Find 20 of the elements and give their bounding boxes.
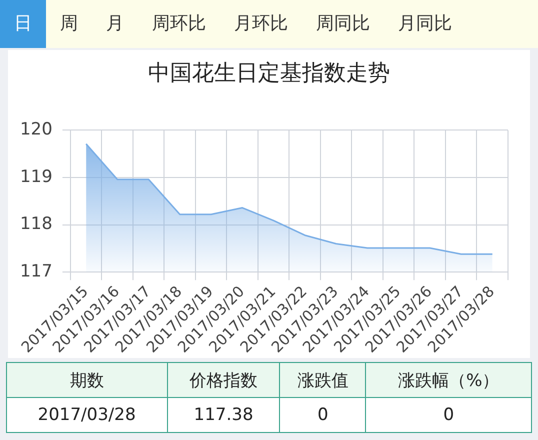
text: 涨跌值 — [280, 362, 366, 398]
y-tick-label: 119 — [20, 166, 52, 187]
text: 2017/03/28 — [6, 398, 168, 432]
text: 月同比 — [397, 12, 453, 36]
text: 月 — [105, 12, 125, 36]
text: 月环比 — [233, 12, 289, 36]
text: 周环比 — [151, 12, 207, 36]
y-tick-label: 120 — [20, 120, 52, 140]
y-tick-label: 117 — [20, 262, 52, 282]
text: 价格指数 — [167, 362, 280, 398]
text: 0 — [280, 398, 366, 432]
text: 周同比 — [315, 12, 371, 36]
text: 日 — [0, 0, 46, 48]
text: 117.38 — [167, 398, 280, 432]
text: 0 — [366, 398, 532, 432]
text: 涨跌幅（%） — [366, 362, 532, 398]
y-tick-label: 118 — [20, 214, 52, 234]
text: 周 — [59, 12, 79, 36]
chart-title: 中国花生日定基指数走势 — [147, 60, 391, 88]
text: 期数 — [6, 362, 168, 398]
